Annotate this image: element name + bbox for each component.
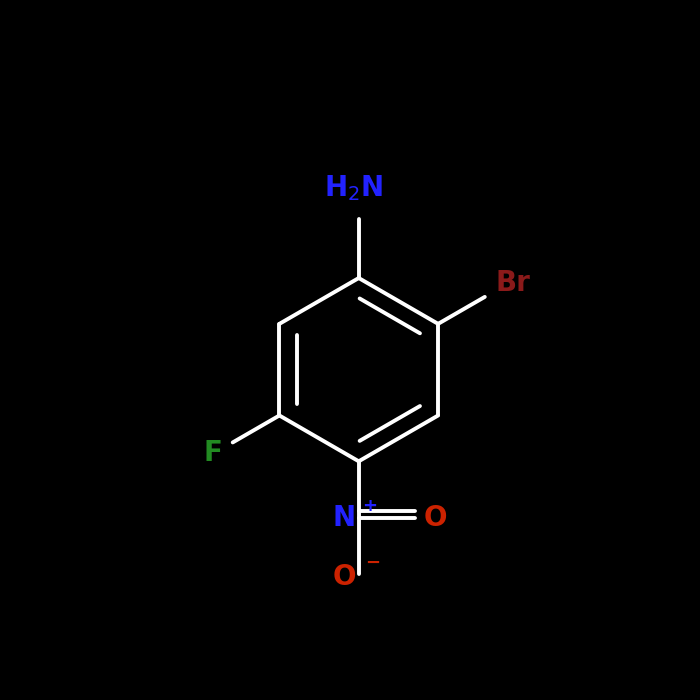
Text: +: +: [363, 497, 377, 515]
Text: O: O: [424, 504, 447, 532]
Text: F: F: [203, 439, 222, 467]
Text: O: O: [332, 564, 356, 592]
Text: −: −: [365, 554, 380, 572]
Text: Br: Br: [496, 270, 531, 298]
Text: N: N: [333, 504, 356, 532]
Text: H$_2$N: H$_2$N: [323, 173, 383, 202]
